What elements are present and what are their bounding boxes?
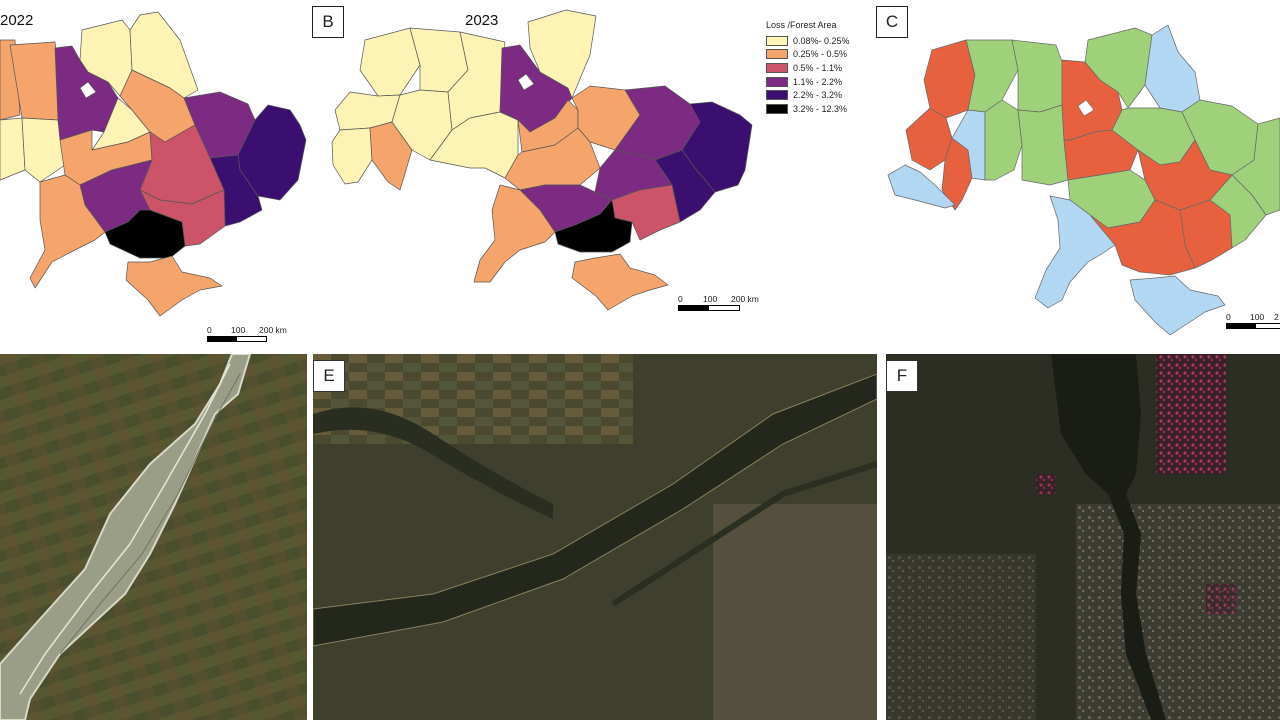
satellite-panel-f: F	[886, 354, 1280, 720]
scalebar-tick-100: 100	[231, 325, 246, 335]
satellite-image-f	[886, 354, 1280, 720]
legend-swatch	[766, 62, 788, 73]
scalebar-c-tick-100: 100	[1250, 312, 1265, 322]
legend-swatch	[766, 49, 788, 60]
legend-item: 1.1% - 2.2%	[766, 75, 850, 89]
legend: Loss /Forest Area 0.08%- 0.25% 0.25% - 0.…	[766, 20, 850, 116]
scalebar-c: 0 100 2	[1226, 312, 1280, 329]
map-2023-city-hole	[517, 73, 535, 91]
map-2022-region	[29, 174, 106, 289]
map-c-region	[1017, 104, 1069, 186]
scalebar-c-tick-0: 0	[1226, 312, 1231, 322]
map-2023-region	[554, 199, 633, 253]
scalebar-a: 0 100 200 km	[207, 325, 287, 342]
map-2022-region	[125, 255, 223, 317]
map-c-region	[923, 39, 976, 119]
map-c-region	[1144, 24, 1201, 113]
map-c-region	[1034, 195, 1116, 309]
satellite-image-d	[0, 354, 307, 720]
scalebar-tick-0: 0	[678, 294, 683, 304]
loss-area-f	[1156, 354, 1226, 474]
map-panel-c	[887, 24, 1280, 336]
map-2023-region	[473, 184, 556, 283]
map-2022-region	[104, 209, 186, 259]
map-c-region	[984, 99, 1023, 181]
panel-b-tag: B	[312, 6, 344, 38]
year-2022-label: 2022	[0, 12, 34, 29]
map-2023-region	[571, 253, 669, 311]
legend-label: 0.08%- 0.25%	[793, 35, 850, 46]
scalebar-tick-100: 100	[703, 294, 718, 304]
legend-label: 3.2% - 12.3%	[793, 103, 848, 114]
satellite-panel-e: E	[313, 354, 877, 720]
map-c-city-hole	[1077, 99, 1095, 117]
legend-item: 0.25% - 0.5%	[766, 48, 850, 62]
panel-e-tag: E	[313, 360, 345, 392]
map-c-region	[887, 164, 956, 209]
legend-swatch	[766, 35, 788, 46]
legend-item: 0.5% - 1.1%	[766, 61, 850, 75]
map-2022-city-hole	[79, 81, 97, 99]
map-c-region	[1089, 199, 1196, 276]
legend-swatch	[766, 103, 788, 114]
satellite-panel-d	[0, 354, 307, 720]
scalebar-c-tick-200: 2	[1274, 312, 1279, 322]
legend-swatch	[766, 90, 788, 101]
map-2023	[331, 9, 753, 311]
map-2023-region	[681, 101, 753, 193]
scalebar-tick-0: 0	[207, 325, 212, 335]
legend-item: 0.08%- 0.25%	[766, 34, 850, 48]
map-c-region	[1129, 275, 1226, 336]
river-e-branch	[313, 407, 553, 519]
map-2022	[0, 11, 307, 317]
year-2023-label: 2023	[465, 12, 499, 29]
river-f	[1051, 354, 1166, 720]
legend-label: 0.25% - 0.5%	[793, 49, 848, 60]
map-c-region	[1011, 39, 1066, 113]
panel-c-tag: C	[876, 6, 908, 38]
legend-title: Loss /Forest Area	[766, 20, 837, 30]
legend-label: 2.2% - 3.2%	[793, 90, 843, 101]
scalebar-tick-200: 200 km	[731, 294, 759, 304]
scalebar-tick-200: 200 km	[259, 325, 287, 335]
legend-swatch	[766, 76, 788, 87]
map-2023-region	[331, 127, 373, 185]
river-e-main	[313, 373, 877, 647]
scalebar-b: 0 100 200 km	[678, 294, 759, 311]
legend-item: 3.2% - 12.3%	[766, 102, 850, 116]
satellite-image-e	[313, 354, 877, 720]
legend-label: 1.1% - 2.2%	[793, 76, 843, 87]
legend-item: 2.2% - 3.2%	[766, 88, 850, 102]
panel-f-tag: F	[886, 360, 918, 392]
legend-label: 0.5% - 1.1%	[793, 62, 843, 73]
map-2022-region	[21, 117, 66, 183]
